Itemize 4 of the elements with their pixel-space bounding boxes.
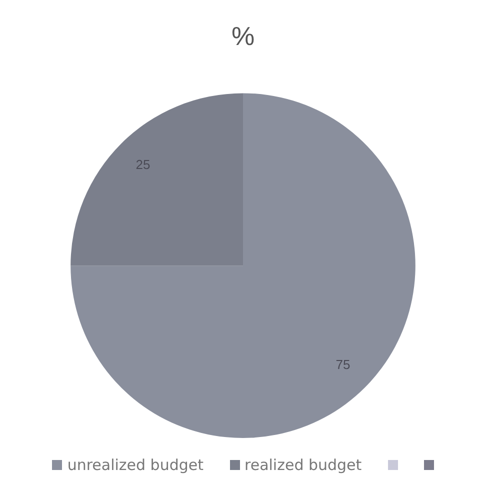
legend-label: realized budget xyxy=(244,456,362,474)
legend-label: unrealized budget xyxy=(67,456,204,474)
chart-title: % xyxy=(231,20,255,51)
data-label: 75 xyxy=(336,357,350,372)
